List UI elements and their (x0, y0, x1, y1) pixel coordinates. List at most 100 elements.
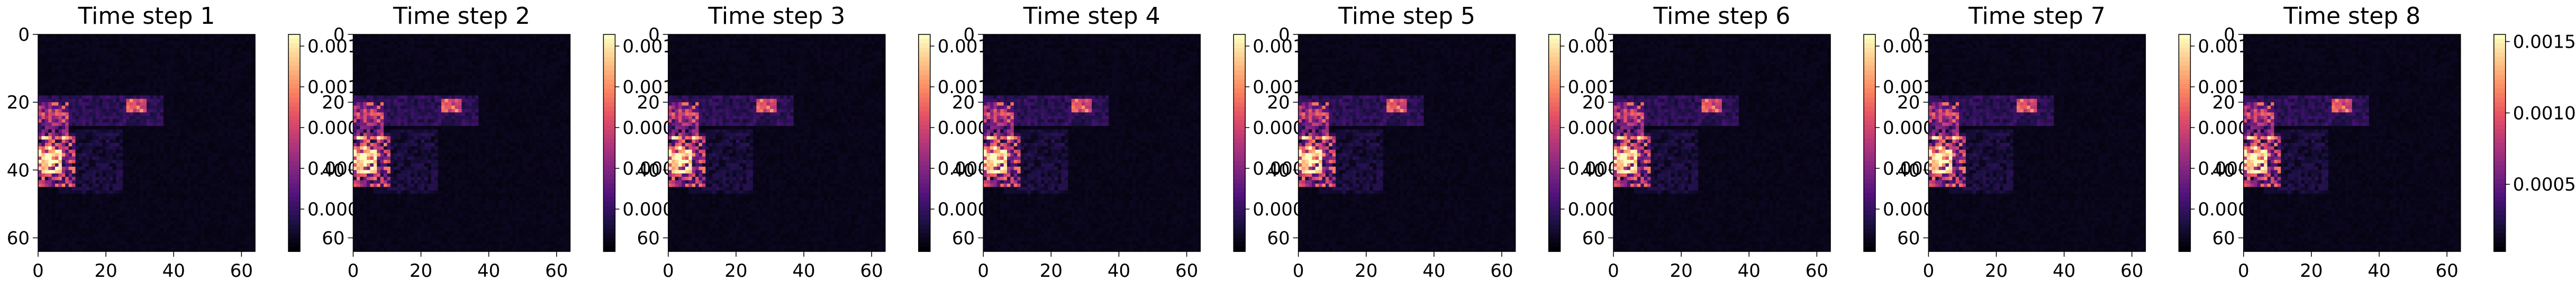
heatmap-cell (244, 65, 249, 69)
heatmap-cell (397, 41, 401, 45)
heatmap-cell (177, 177, 181, 181)
heatmap-cell (211, 136, 215, 140)
heatmap-cell (363, 61, 367, 66)
heatmap-cell (126, 85, 130, 89)
heatmap-cell (116, 156, 120, 160)
heatmap-cell (211, 34, 215, 39)
heatmap-cell (68, 231, 72, 235)
heatmap-cell (68, 68, 72, 73)
heatmap-cell (418, 61, 422, 66)
heatmap-cell (207, 68, 212, 73)
heatmap-cell (85, 125, 89, 130)
heatmap-cell (217, 241, 222, 245)
heatmap-cell (126, 166, 130, 170)
heatmap-cell (498, 51, 503, 56)
heatmap-cell (397, 55, 401, 59)
heatmap-cell (99, 41, 103, 45)
heatmap-cell (556, 65, 560, 69)
heatmap-cell (126, 68, 130, 73)
heatmap-cell (238, 204, 242, 208)
heatmap-cell (109, 156, 113, 160)
heatmap-cell (539, 61, 543, 66)
heatmap-cell (241, 194, 246, 198)
heatmap-cell (102, 132, 106, 137)
heatmap-cell (234, 163, 239, 167)
heatmap-cell (231, 75, 235, 79)
heatmap-cell (431, 51, 435, 56)
heatmap-cell (58, 132, 62, 137)
heatmap-cell (191, 221, 195, 225)
heatmap-cell (217, 82, 222, 86)
heatmap-cell (475, 58, 479, 62)
heatmap-cell (244, 194, 249, 198)
heatmap-cell (539, 34, 543, 39)
heatmap-cell (177, 38, 181, 42)
heatmap-cell (167, 207, 171, 211)
heatmap-cell (204, 55, 208, 59)
heatmap-cell (41, 88, 46, 93)
heatmap-cell (147, 112, 151, 116)
heatmap-cell (387, 65, 391, 69)
heatmap-cell (78, 95, 83, 100)
heatmap-cell (204, 48, 208, 52)
heatmap-cell (509, 58, 513, 62)
heatmap-cell (411, 58, 415, 62)
heatmap-cell (92, 132, 96, 137)
heatmap-cell (129, 44, 133, 49)
heatmap-cell (123, 71, 127, 76)
heatmap-cell (461, 44, 466, 49)
heatmap-cell (147, 58, 151, 62)
heatmap-cell (201, 75, 205, 79)
heatmap-cell (428, 38, 432, 42)
heatmap-cell (102, 197, 106, 201)
heatmap-cell (58, 92, 62, 96)
heatmap-cell (211, 68, 215, 73)
heatmap-cell (126, 88, 130, 93)
heatmap-cell (99, 211, 103, 215)
heatmap-cell (438, 58, 442, 62)
heatmap-cell (217, 163, 222, 167)
heatmap-cell (99, 183, 103, 187)
heatmap-cell (102, 65, 106, 69)
heatmap-cell (526, 38, 530, 42)
heatmap-cell (68, 85, 72, 89)
heatmap-cell (133, 51, 137, 56)
heatmap-cell (112, 248, 116, 252)
heatmap-cell (95, 119, 99, 123)
heatmap-cell (65, 228, 69, 232)
heatmap-cell (197, 163, 202, 167)
heatmap-cell (157, 228, 161, 232)
colorbar-tick-label: 0.000 (307, 158, 359, 179)
heatmap-cell (377, 51, 381, 56)
heatmap-cell (136, 180, 140, 184)
heatmap-cell (112, 109, 116, 113)
heatmap-cell (387, 44, 391, 49)
heatmap-cell (194, 214, 198, 218)
heatmap-cell (44, 153, 49, 157)
heatmap-cell (455, 65, 459, 69)
heatmap-cell (234, 217, 239, 221)
heatmap-cell (204, 146, 208, 150)
heatmap-cell (106, 234, 110, 238)
heatmap-cell (465, 65, 469, 69)
heatmap-cell (99, 177, 103, 181)
heatmap-cell (140, 38, 144, 42)
heatmap-cell (191, 245, 195, 249)
heatmap-cell (82, 139, 86, 143)
heatmap-cell (119, 224, 123, 228)
heatmap-cell (133, 197, 137, 201)
heatmap-cell (109, 105, 113, 110)
heatmap-cell (211, 190, 215, 194)
heatmap-cell (434, 75, 439, 79)
heatmap-cell (207, 224, 212, 228)
heatmap-cell (515, 58, 520, 62)
heatmap-cell (211, 234, 215, 238)
heatmap-cell (458, 71, 462, 76)
heatmap-cell (482, 38, 486, 42)
heatmap-cell (41, 44, 46, 49)
heatmap-cell (197, 38, 202, 42)
heatmap-cell (177, 125, 181, 130)
heatmap-cell (451, 58, 456, 62)
heatmap-cell (211, 143, 215, 147)
heatmap-cell (238, 136, 242, 140)
